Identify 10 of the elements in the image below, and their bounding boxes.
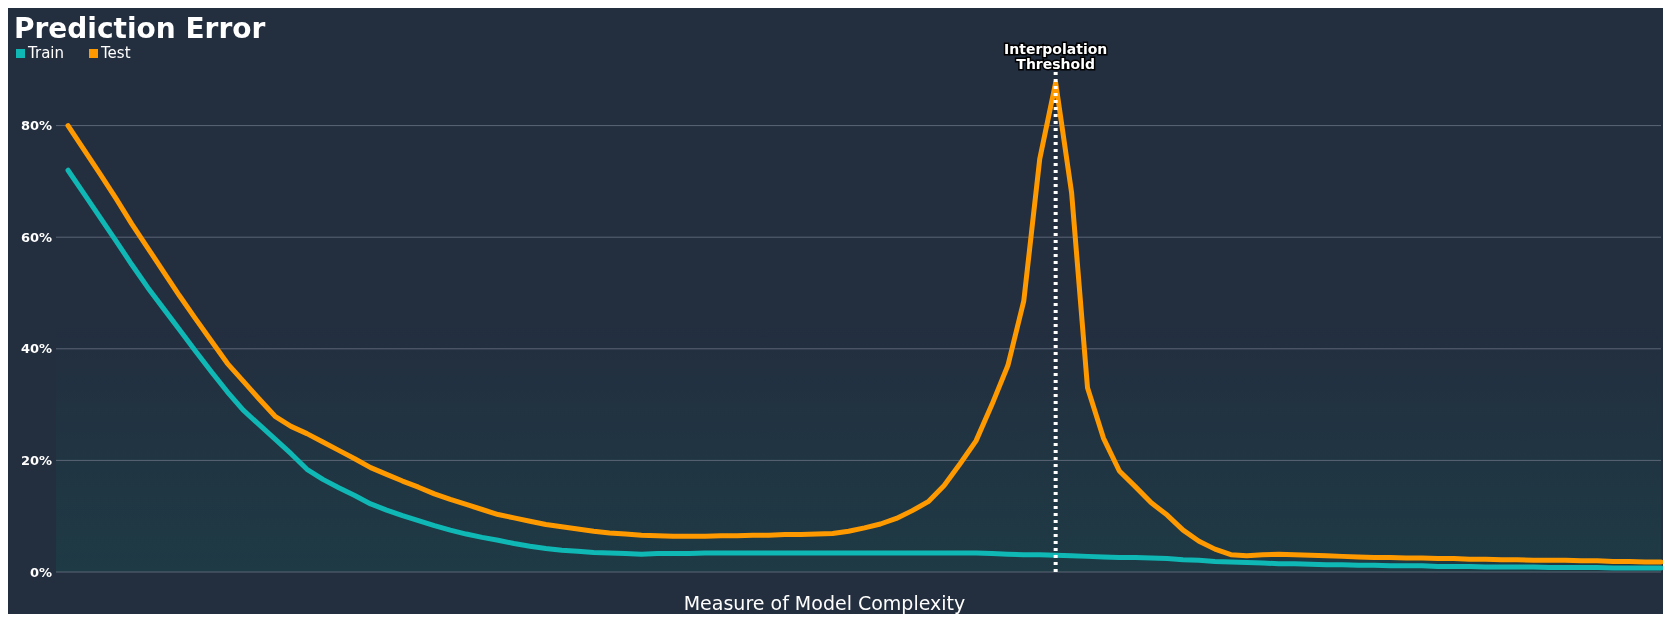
x-axis-title: Measure of Model Complexity <box>683 592 966 614</box>
chart-title: Prediction Error <box>14 12 266 45</box>
legend-label: Test <box>100 44 131 62</box>
y-tick-label: 0% <box>29 564 52 580</box>
y-tick-label: 20% <box>20 452 52 468</box>
y-tick-label: 80% <box>20 118 52 134</box>
annotation: Interpolation Threshold <box>1004 41 1108 73</box>
y-tick-label: 40% <box>20 341 52 357</box>
legend-label: Train <box>27 44 64 62</box>
y-tick-label: 60% <box>20 229 52 245</box>
